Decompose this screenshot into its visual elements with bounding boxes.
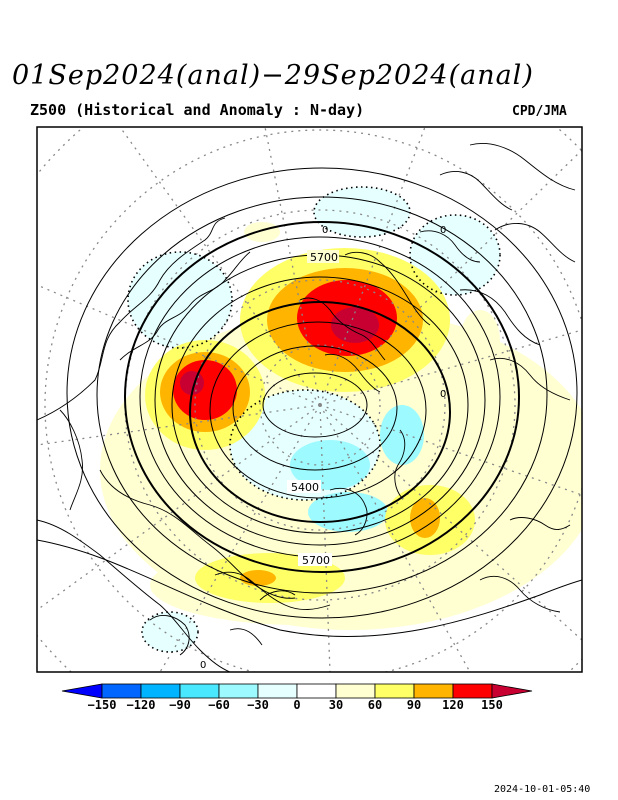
colorbar-tick-label: −60 <box>208 698 230 712</box>
zero-anomaly-contours <box>127 186 501 653</box>
colorbar-tick-label: −150 <box>87 698 117 712</box>
colorbar-segment <box>452 683 493 699</box>
colorbar-segment <box>413 683 454 699</box>
colorbar-tick-label: 60 <box>367 698 383 712</box>
zero-label: 0 <box>200 660 206 671</box>
contour-label-5700-top: 5700 <box>310 251 338 264</box>
zero-label: 0 <box>322 225 328 236</box>
colorbar-tick-label: 0 <box>293 698 301 712</box>
colorbar-tick-label: 30 <box>328 698 344 712</box>
map-content <box>37 127 582 672</box>
colorbar-segment <box>140 683 181 699</box>
colorbar-segment <box>374 683 415 699</box>
coastlines <box>37 143 576 672</box>
credit-label: CPD/JMA <box>512 104 567 119</box>
zero-label: 0 <box>440 225 446 236</box>
colorbar-tick-label: 120 <box>442 698 464 712</box>
colorbar-segment <box>101 683 142 699</box>
colorbar-tick-label: 90 <box>406 698 422 712</box>
colorbar-segment <box>296 683 337 699</box>
chart-subtitle: Z500 (Historical and Anomaly : N-day) <box>30 101 365 119</box>
contour-labels: 5700 5400 5700 <box>287 250 339 567</box>
contour-label-5700-bottom: 5700 <box>302 554 330 567</box>
contour-label-5400: 5400 <box>291 481 319 494</box>
colorbar-tick-label: −120 <box>126 698 156 712</box>
colorbar-segment <box>335 683 376 699</box>
zero-labels: 0 0 0 0 <box>200 225 446 671</box>
colorbar-tick-labels: −150 −120 −90 −60 −30 0 30 60 90 120 150 <box>0 698 618 714</box>
graticule <box>37 127 582 672</box>
colorbar-tick-label: 150 <box>481 698 503 712</box>
chart-title: 01Sep2024(anal)−29Sep2024(anal) <box>12 60 534 91</box>
colorbar <box>61 683 533 699</box>
colorbar-segment <box>179 683 220 699</box>
zero-label: 0 <box>440 389 446 400</box>
colorbar-lower-arrow <box>61 683 103 699</box>
colorbar-upper-arrow <box>491 683 533 699</box>
timestamp: 2024-10-01-05:40 <box>494 784 591 795</box>
colorbar-segment <box>257 683 298 699</box>
map-frame <box>36 126 583 673</box>
colorbar-segment <box>218 683 259 699</box>
colorbar-tick-label: −30 <box>247 698 269 712</box>
colorbar-tick-label: −90 <box>169 698 191 712</box>
